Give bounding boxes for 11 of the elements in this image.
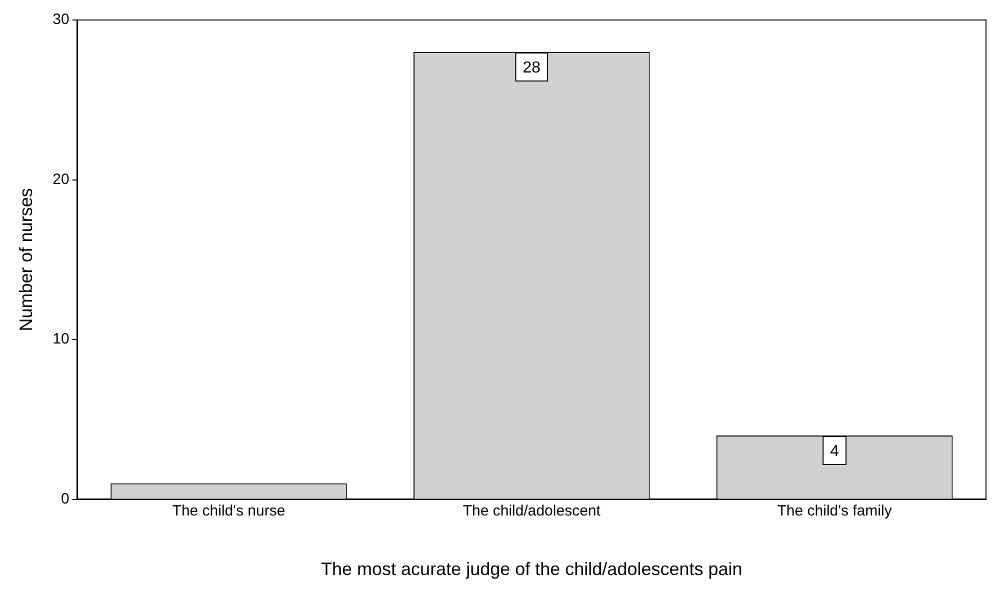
x-axis-title: The most acurate judge of the child/adolescents pain bbox=[321, 559, 742, 580]
y-tick-label: 0 bbox=[60, 490, 70, 508]
data-label: 4 bbox=[830, 442, 840, 460]
y-tick-label: 20 bbox=[52, 170, 70, 188]
x-tick-label: The child's family bbox=[777, 502, 892, 520]
x-tick-label: The child/adolescent bbox=[462, 502, 602, 520]
x-tick-label: The child's nurse bbox=[172, 502, 286, 520]
y-tick-label: 10 bbox=[52, 330, 70, 348]
y-axis-title: Number of nurses bbox=[16, 188, 36, 332]
y-tick-label: 30 bbox=[52, 11, 70, 28]
data-label: 28 bbox=[522, 59, 541, 76]
